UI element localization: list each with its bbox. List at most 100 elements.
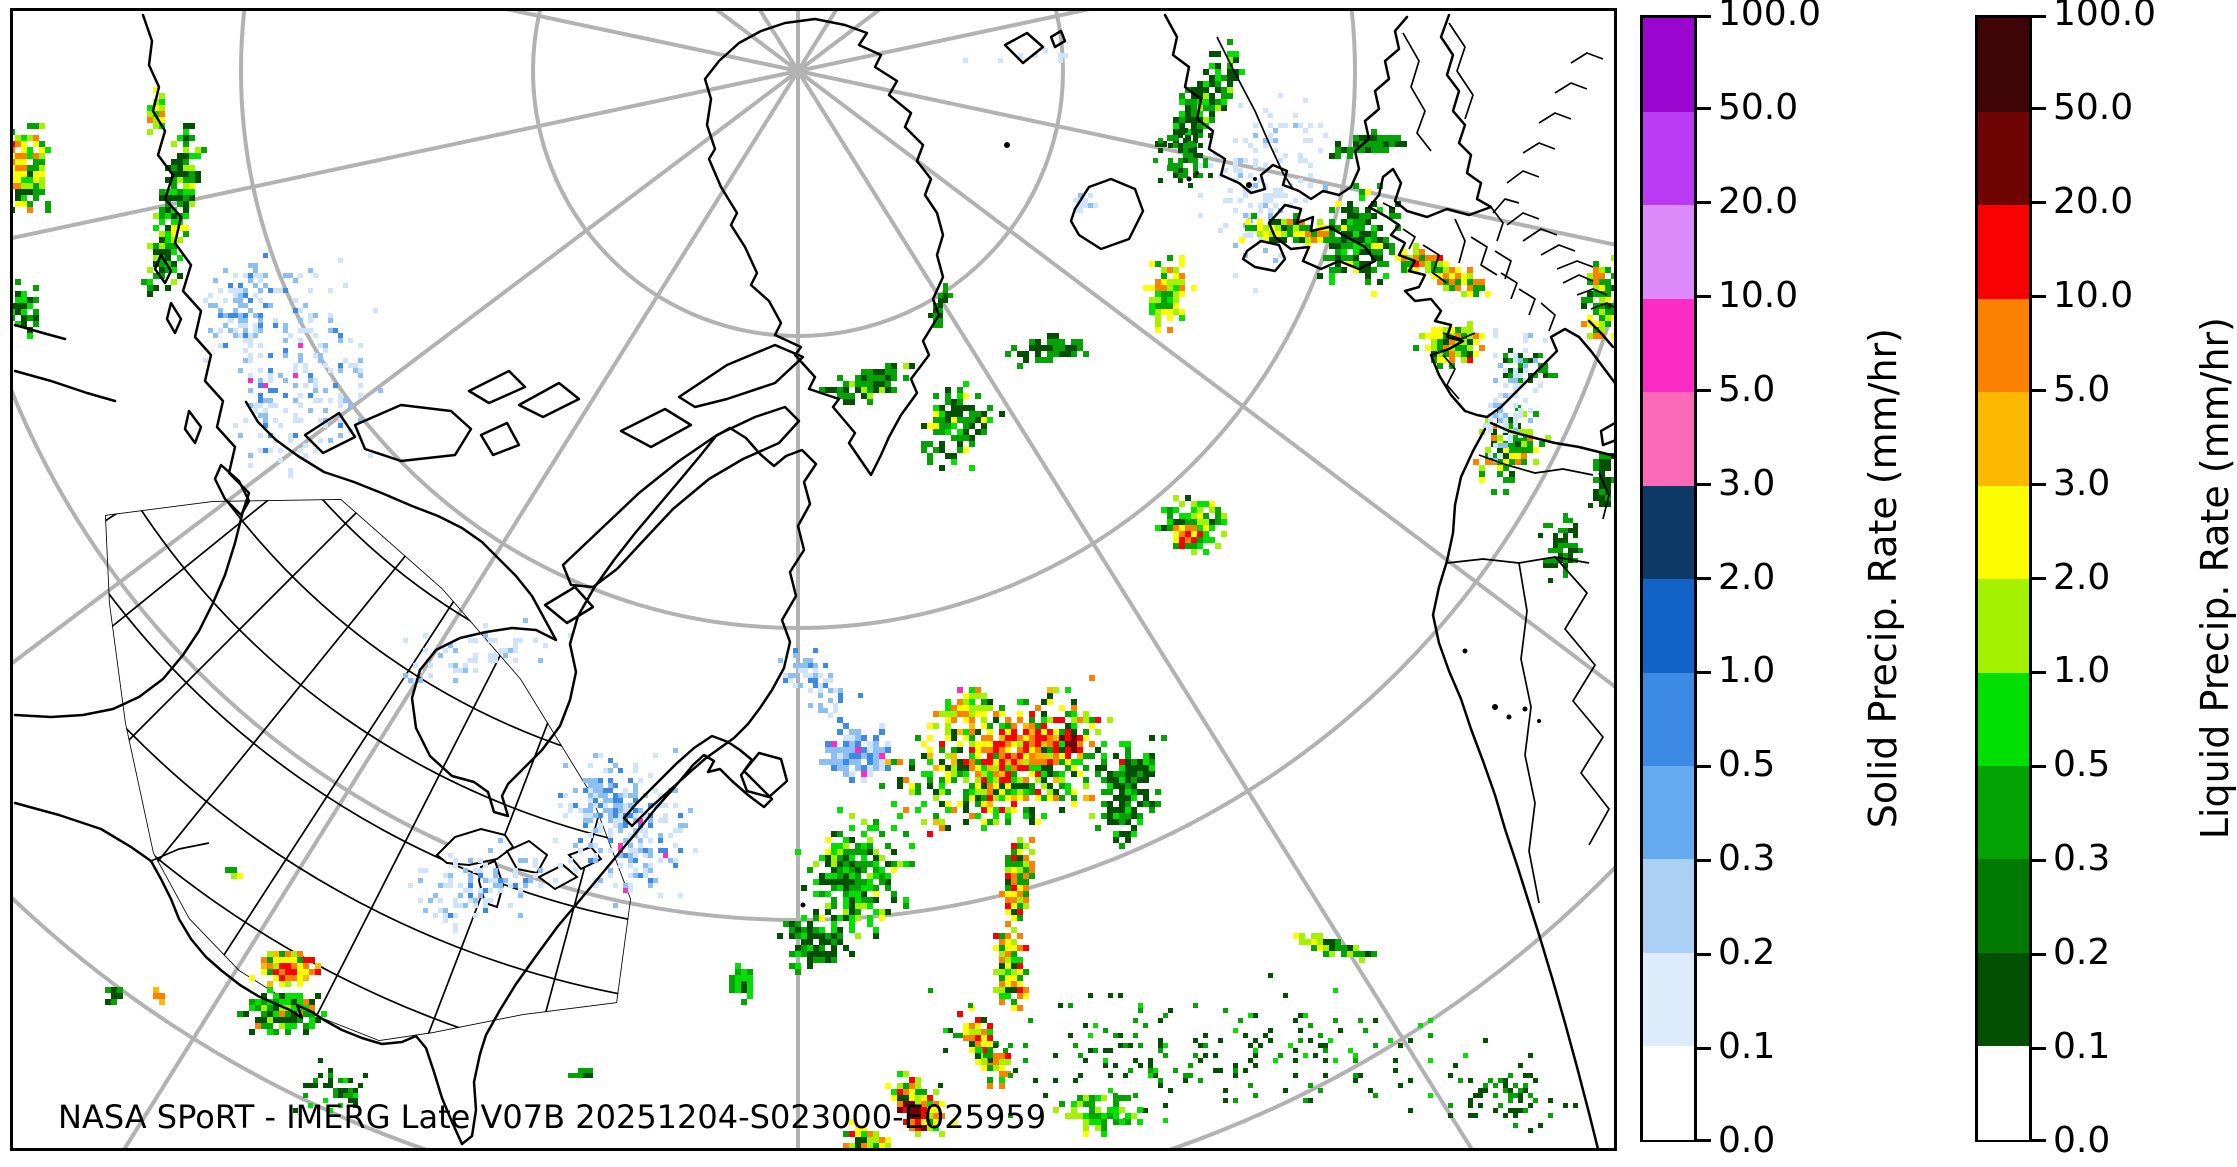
country-border (1402, 32, 1432, 152)
colorbar-segment (1978, 298, 2029, 393)
lake-erie (537, 863, 579, 891)
country-border (1442, 354, 1460, 400)
precipitation-layer (13, 39, 1614, 1148)
coast-alaska-hint-1 (13, 369, 117, 403)
colorbar-tick-mark (2032, 764, 2046, 768)
colorbar-segment (1978, 1045, 2029, 1140)
precip-blob-italy-blob (1581, 255, 1614, 339)
colorbar-tick-label: 50.0 (1718, 86, 1799, 128)
colorbar-tick-mark (1697, 483, 1711, 487)
colorbar-tick-label: 0.3 (2053, 838, 2111, 880)
colorbar-segment (1643, 111, 1694, 206)
colorbar-tick-mark (2032, 15, 2046, 18)
colorbar-segment (1978, 765, 2029, 860)
coast-arctic-isle-1 (517, 381, 581, 419)
colorbar-tick-label: 5.0 (2053, 368, 2111, 410)
colorbar-segment (1978, 391, 2029, 486)
colorbar-tick-mark (2032, 295, 2046, 299)
colorbar-tick-mark (2032, 577, 2046, 580)
coastlines (13, 13, 1614, 1148)
precip-blob-comma-darkred-spots (1059, 729, 1083, 753)
coast-svalbard-1 (1003, 31, 1045, 65)
coast-arctic-isle-2 (467, 369, 527, 405)
precip-blob-alaska-rain-core (13, 141, 27, 189)
colorbar-tick-mark (1697, 670, 1711, 674)
colorbar-tick-label: 0.2 (2053, 932, 2111, 974)
colorbar-tick-mark (2032, 1139, 2046, 1142)
us-outline (105, 499, 631, 1041)
coast-devon-island (619, 407, 693, 449)
colorbar-tick-mark (2032, 483, 2046, 487)
country-border (1448, 22, 1474, 120)
precip-blob-quebec-snow (563, 748, 698, 908)
country-border (1422, 244, 1448, 284)
coast-vancouver-island (213, 463, 251, 517)
colorbar-tick-label: 0.0 (2053, 1120, 2111, 1161)
coast-king-william-island (479, 421, 521, 457)
coast-scandinavia-west-coast (1163, 13, 1409, 201)
colorbar-axis-label: Liquid Precip. Rate (mm/hr) (2193, 317, 2237, 840)
island-dot (1462, 648, 1468, 654)
precip-blob-florida-east-specks (568, 1068, 593, 1078)
coast-southampton-island (543, 585, 595, 625)
precip-blob-midwest-snow (408, 838, 598, 933)
precip-blob-front-seg-2 (993, 921, 1029, 1011)
coast-svalbard-2 (1049, 29, 1067, 49)
coast-panhandle-islet-2 (153, 253, 173, 285)
state-border-zonal (105, 547, 631, 1041)
colorbar-segment (1643, 485, 1694, 580)
coast-africa-med-coast (1489, 421, 1614, 458)
country-border (1522, 142, 1556, 154)
precip-blob-gulf-farleft-specks (105, 987, 123, 1005)
colorbar-segment (1643, 765, 1694, 860)
state-border-zonal (165, 499, 631, 780)
colorbar-tick-label: 10.0 (2053, 274, 2134, 316)
coast-ellesmere-island (677, 343, 805, 409)
colorbar-tick-label: 50.0 (2053, 86, 2134, 128)
island-dot (1522, 706, 1528, 712)
country-borders (150, 22, 1614, 904)
lake-ontario (567, 845, 603, 871)
precip-blob-egreenland-specks (928, 283, 953, 328)
coast-banks-island (303, 411, 357, 455)
colorbar-tick-label: 0.1 (2053, 1026, 2111, 1068)
colorbar-tick-mark (1697, 1139, 1711, 1142)
colorbar-tick-label: 3.0 (2053, 462, 2111, 504)
precip-blob-stlawrence-snow (778, 648, 863, 718)
precip-blob-nw-scotland-specks (1153, 128, 1213, 188)
precip-blob-storm-snow-patch (819, 717, 891, 783)
country-border (1470, 236, 1498, 276)
small-island-dots (800, 142, 1541, 908)
country-border (1570, 52, 1604, 64)
country-border (1506, 212, 1540, 226)
coast-baltic-europe-coast (1367, 13, 1614, 419)
island-dot (1492, 704, 1498, 710)
colorbar-bar (1975, 15, 2032, 1142)
coast-africa-atlantic-coast (1431, 427, 1600, 1148)
colorbar-segment (1643, 952, 1694, 1047)
colorbar-tick-mark (1697, 764, 1711, 768)
precip-blob-iceland-snow (1073, 193, 1098, 213)
coast-iceland (1069, 177, 1145, 251)
precip-blob-subtrop-speck-field (928, 973, 1488, 1123)
precip-blob-warm-sector-hook (795, 807, 915, 939)
country-border (1540, 302, 1556, 332)
colorbar-tick-mark (2032, 670, 2046, 674)
precip-blob-azores-band (1293, 933, 1377, 963)
colorbar-tick-mark (2032, 107, 2046, 111)
country-border (1554, 82, 1588, 94)
colorbar-tick-label: 10.0 (1718, 274, 1799, 316)
country-border (1538, 112, 1572, 124)
country-border (1454, 218, 1466, 264)
country-border (1442, 332, 1476, 340)
island-dot (800, 902, 806, 908)
colorbar-segment (1978, 18, 2029, 113)
coast-greenland (703, 17, 945, 477)
precip-blob-gulf-red-core (279, 963, 297, 981)
colorbar-tick-mark (2032, 1046, 2046, 1050)
precip-blob-iceland-gap-band (1005, 333, 1089, 369)
precip-blob-front-darkred (897, 1101, 927, 1131)
colorbar-tick-label: 20.0 (1718, 180, 1799, 222)
precip-blob-atlantic-speck (729, 963, 753, 1005)
